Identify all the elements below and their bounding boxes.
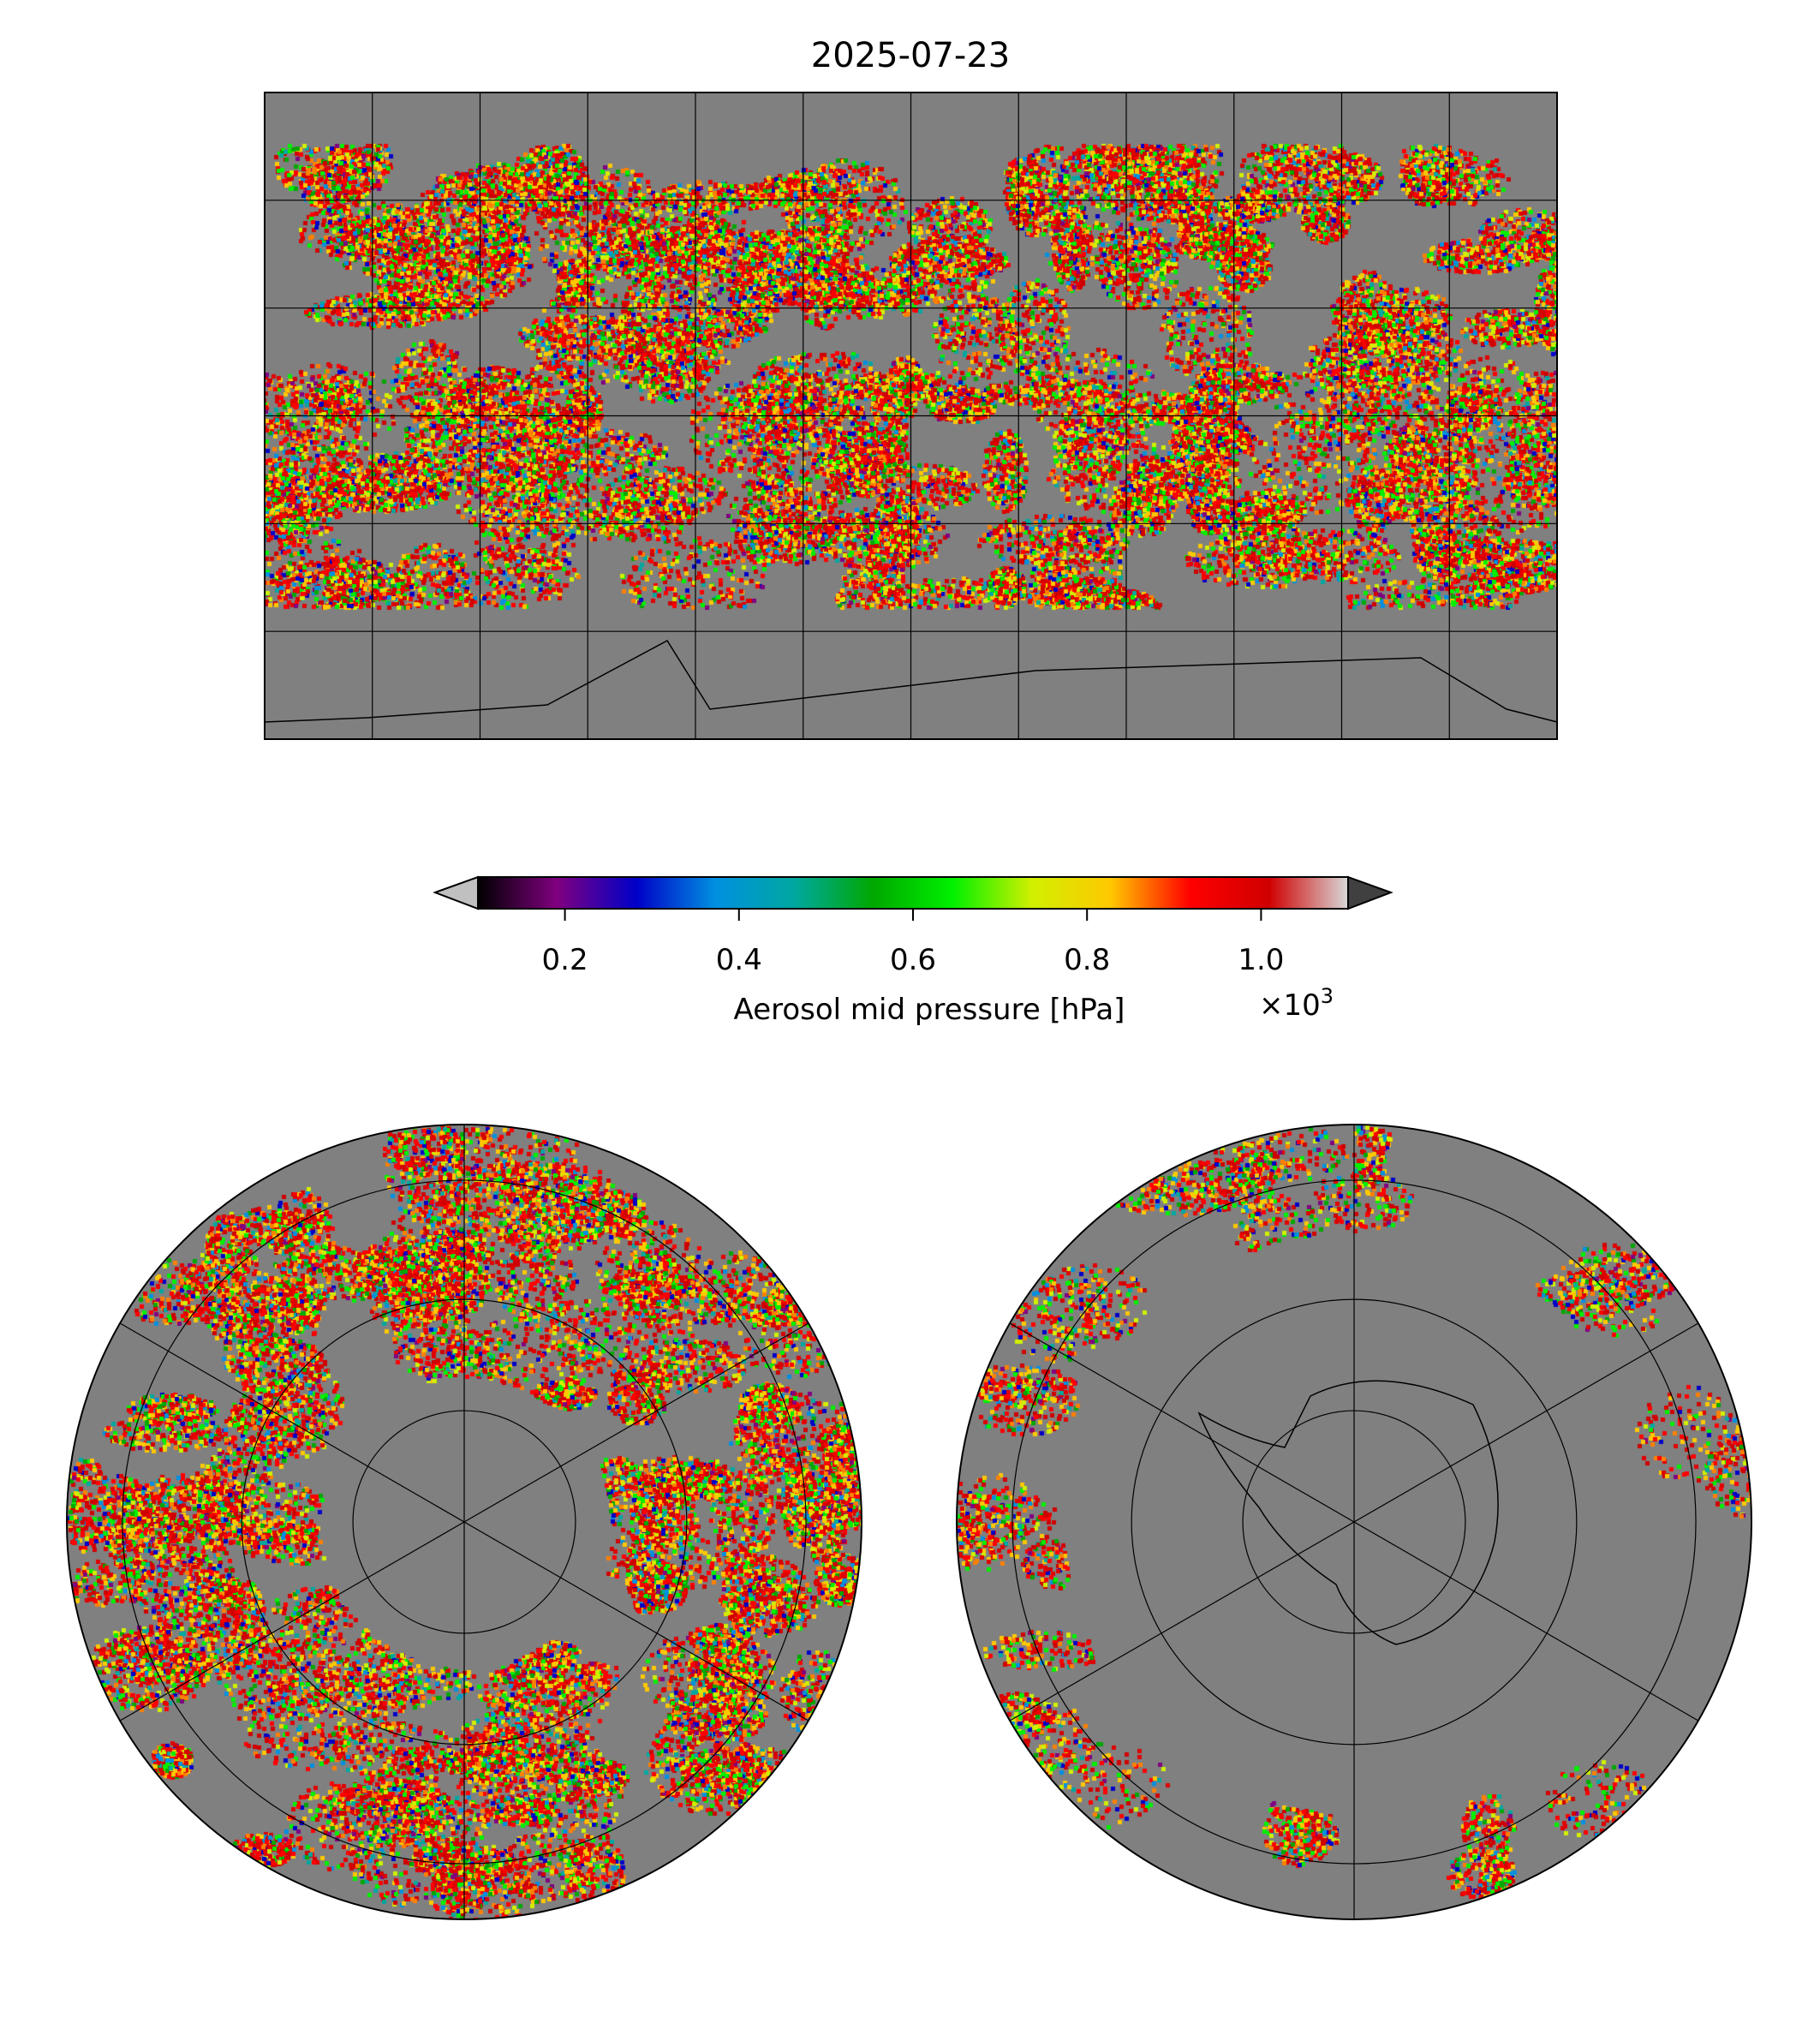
- colorbar-tick-label: 1.0: [1238, 943, 1284, 977]
- colorbar-gradient: [477, 876, 1349, 910]
- colorbar-tick-label: 0.2: [542, 943, 588, 977]
- north-polar-heatmap: [66, 1124, 862, 1920]
- colorbar: 0.2 0.4 0.6 0.8 1.0 Aerosol mid pressure [hP…: [433, 875, 1393, 1027]
- colorbar-multiplier-base: ×10: [1259, 988, 1321, 1023]
- colorbar-under-extension: [433, 875, 479, 910]
- chart-title: 2025-07-23: [811, 36, 1010, 75]
- colorbar-tick-label: 0.6: [890, 943, 936, 977]
- colorbar-over-extension: [1347, 875, 1393, 910]
- global-map-heatmap: [265, 92, 1557, 739]
- colorbar-tick-label: 0.8: [1064, 943, 1110, 977]
- colorbar-tick-label: 0.4: [716, 943, 762, 977]
- colorbar-multiplier: ×103: [1259, 984, 1334, 1023]
- south-polar-heatmap: [956, 1124, 1752, 1920]
- colorbar-multiplier-exponent: 3: [1321, 984, 1334, 1008]
- colorbar-label: Aerosol mid pressure [hPa]: [734, 993, 1125, 1027]
